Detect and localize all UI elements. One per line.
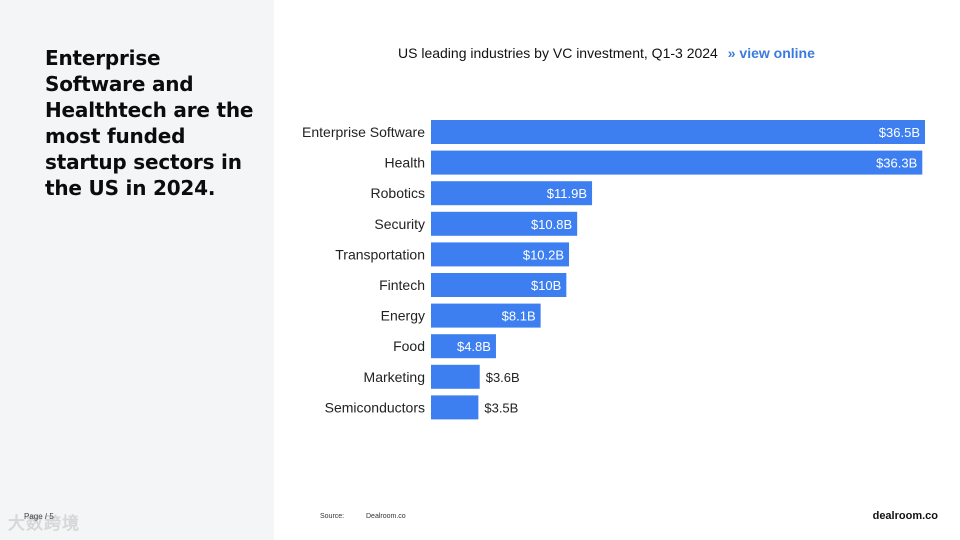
- bar[interactable]: [431, 120, 925, 144]
- category-label: Energy: [381, 308, 425, 324]
- slide-headline: Enterprise Software and Healthtech are t…: [45, 46, 254, 200]
- category-label: Transportation: [335, 246, 425, 262]
- bar[interactable]: [431, 211, 578, 236]
- value-label: $4.8B: [457, 339, 491, 354]
- view-online-label: view online: [739, 45, 815, 61]
- value-label: $3.6B: [486, 370, 520, 385]
- view-online-arrows: »: [727, 45, 736, 61]
- chart-title-row: US leading industries by VC investment, …: [398, 45, 815, 61]
- chart-title: US leading industries by VC investment, …: [398, 45, 718, 61]
- value-label: $3.5B: [484, 400, 518, 415]
- view-online-link[interactable]: » view online: [728, 45, 815, 61]
- bar[interactable]: [431, 242, 570, 267]
- left-panel: [0, 0, 274, 540]
- bar[interactable]: [431, 303, 541, 328]
- category-label: Robotics: [371, 185, 425, 201]
- bar[interactable]: [431, 150, 923, 175]
- bar[interactable]: [431, 334, 496, 359]
- bar[interactable]: [431, 364, 480, 389]
- bar[interactable]: [431, 181, 593, 206]
- value-label: $10B: [531, 278, 561, 293]
- value-label: $36.5B: [879, 125, 920, 140]
- category-label: Semiconductors: [325, 399, 425, 415]
- value-label: $11.9B: [547, 186, 587, 201]
- category-label: Security: [374, 216, 425, 232]
- category-label: Fintech: [379, 277, 425, 293]
- page-number: Page / 5: [24, 512, 54, 521]
- watermark: 大数跨境: [8, 514, 80, 533]
- category-label: Marketing: [364, 369, 425, 385]
- bar[interactable]: [431, 273, 567, 297]
- value-label: $36.3B: [876, 156, 917, 171]
- bar[interactable]: [431, 395, 479, 420]
- value-label: $8.1B: [502, 309, 536, 324]
- category-label: Health: [385, 155, 425, 171]
- value-label: $10.8B: [531, 217, 572, 232]
- category-label: Enterprise Software: [302, 124, 425, 140]
- source-value: Dealroom.co: [366, 513, 406, 520]
- source-label: Source:: [320, 513, 345, 520]
- dealroom-logo: dealroom.co: [872, 510, 938, 522]
- category-label: Food: [393, 338, 425, 354]
- value-label: $10.2B: [523, 247, 564, 262]
